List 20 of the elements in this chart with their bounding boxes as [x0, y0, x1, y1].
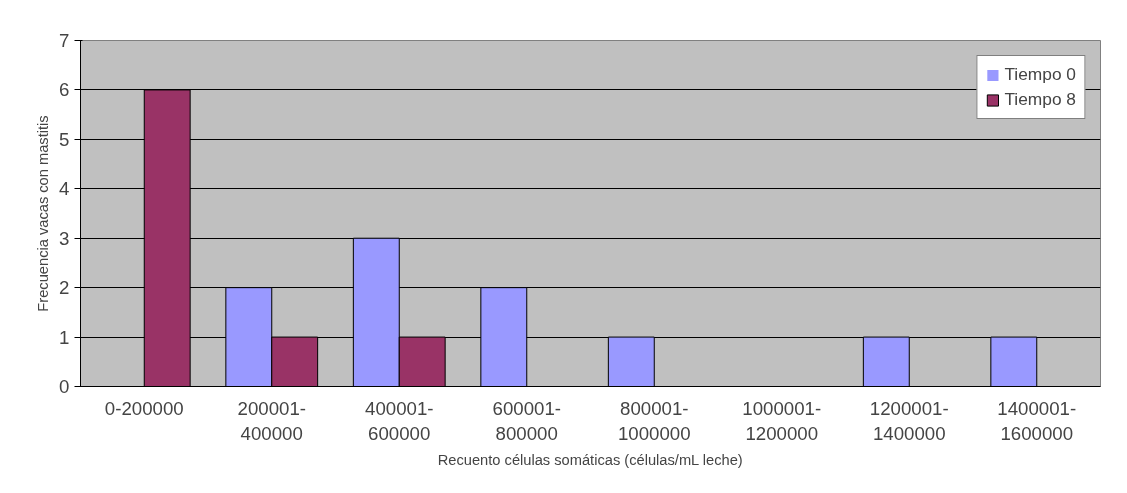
x-tick-label: 1200001-1400000: [869, 397, 949, 444]
y-tick-label: 2: [59, 277, 70, 299]
legend-label: Tiempo 8: [1004, 89, 1076, 110]
y-axis-title: Frecuencia vacas con mastitis: [35, 115, 52, 312]
x-tick-label: 400001-600000: [365, 397, 434, 444]
y-tick-label: 4: [59, 178, 70, 200]
x-axis-title: Recuento células somáticas (células/mL leche): [437, 451, 743, 468]
x-tick-label: 1000001-1200000: [742, 397, 822, 444]
x-tick-label: 1400001-1600000: [997, 397, 1077, 444]
y-tick-label: 1: [59, 326, 70, 348]
y-tick-label: 5: [59, 128, 70, 150]
y-tick-label: 0: [59, 376, 70, 397]
y-tick-label: 7: [59, 30, 70, 51]
x-tick-label: 200001-400000: [237, 397, 306, 444]
legend-label: Tiempo 0: [1004, 64, 1076, 85]
x-tick-label: 600001-800000: [492, 397, 561, 444]
x-tick-label: 0-200000: [104, 397, 184, 419]
y-tick-label: 3: [59, 227, 70, 249]
x-tick-label: 800001-1000000: [617, 397, 691, 444]
y-tick-label: 6: [59, 79, 70, 101]
